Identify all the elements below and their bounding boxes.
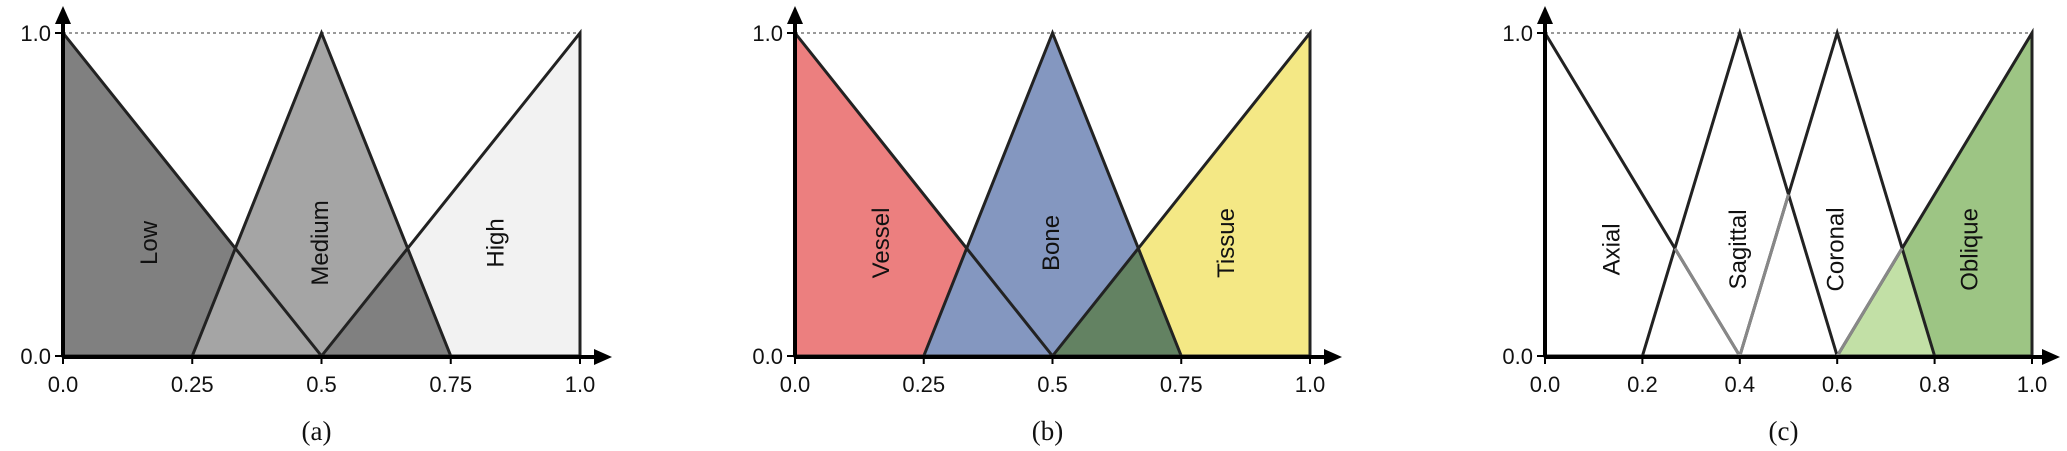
y-axis-arrow-icon (55, 6, 71, 24)
x-axis-arrow-icon (1324, 349, 1342, 365)
x-tick-label: 1.0 (2017, 372, 2048, 397)
x-tick-label: 1.0 (565, 372, 596, 397)
x-tick-label: 0.5 (1037, 372, 1068, 397)
y-tick-label: 0.0 (1502, 344, 1533, 369)
x-tick-label: 0.6 (1822, 372, 1853, 397)
x-tick-label: 0.0 (780, 372, 811, 397)
y-axis-arrow-icon (1537, 6, 1553, 24)
series-label-vessel: Vessel (868, 208, 895, 279)
x-tick-label: 0.25 (902, 372, 945, 397)
chart-panel-3: 0.0 0.2 0.4 0.6 0.8 1.0 0.0 1.0 Axial Sagittal Cor… (1502, 6, 2060, 446)
oblique-rise-line (1835, 247, 1904, 357)
x-tick-label: 0.0 (48, 372, 79, 397)
series-label-tissue: Tissue (1213, 208, 1240, 278)
x-tick-label: 0.75 (429, 372, 472, 397)
y-axis-arrow-icon (787, 6, 803, 24)
x-tick-label: 0.5 (306, 372, 337, 397)
x-axis-arrow-icon (594, 349, 612, 365)
coronal-rise-line (1738, 194, 1790, 357)
series-label-axial: Axial (1599, 223, 1626, 275)
series-label-coronal: Coronal (1823, 207, 1850, 291)
y-tick-label: 1.0 (20, 21, 51, 46)
panel-caption: (c) (1769, 416, 1799, 446)
x-tick-label: 0.0 (1530, 372, 1561, 397)
axial-tail-line (1673, 247, 1742, 357)
x-tick-label: 0.8 (1919, 372, 1950, 397)
y-tick-label: 1.0 (1502, 21, 1533, 46)
chart-panel-2: 0.0 0.25 0.5 0.75 1.0 0.0 1.0 Vessel Bone Tissue (… (752, 6, 1342, 446)
panel-caption: (b) (1032, 416, 1063, 446)
x-tick-label: 0.75 (1160, 372, 1203, 397)
series-label-oblique: Oblique (1956, 208, 1983, 291)
x-tick-label: 0.25 (171, 372, 214, 397)
y-tick-label: 0.0 (20, 344, 51, 369)
panel-caption: (a) (302, 416, 332, 446)
y-tick-label: 1.0 (752, 21, 783, 46)
series-label-high: High (483, 218, 510, 267)
x-tick-label: 1.0 (1295, 372, 1326, 397)
y-tick-label: 0.0 (752, 344, 783, 369)
x-axis-arrow-icon (2042, 349, 2060, 365)
series-label-low: Low (136, 220, 163, 265)
series-label-medium: Medium (307, 200, 334, 285)
series-label-bone: Bone (1038, 215, 1065, 271)
chart-panel-1: 0.0 0.25 0.5 0.75 1.0 0.0 1.0 Low Medium High (a) (20, 6, 612, 446)
x-tick-label: 0.4 (1725, 372, 1756, 397)
series-label-sagittal: Sagittal (1725, 209, 1752, 289)
x-tick-label: 0.2 (1627, 372, 1658, 397)
